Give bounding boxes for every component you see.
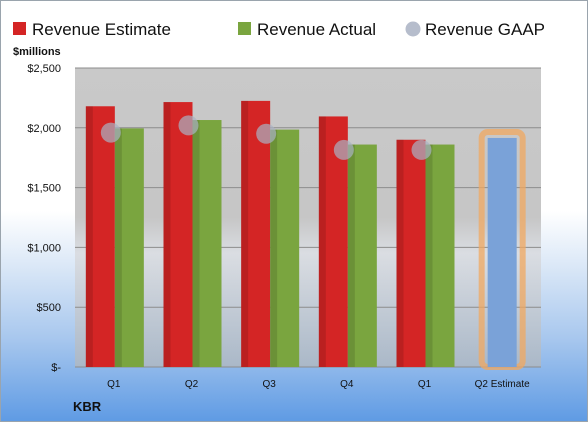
actual-bar — [192, 120, 222, 367]
company-label: KBR — [73, 399, 102, 414]
y-tick-label: $2,500 — [27, 63, 61, 75]
estimate-bar-fill — [163, 102, 193, 367]
gridlines — [75, 67, 541, 368]
gaap-marker — [100, 122, 121, 143]
legend-label: Revenue Estimate — [32, 20, 171, 39]
x-category-label: Q3 — [262, 379, 276, 390]
y-tick-label: $500 — [37, 302, 61, 314]
plot-area — [75, 68, 541, 367]
gaap-marker — [178, 115, 199, 136]
q2-estimate-bar — [487, 137, 517, 367]
estimate-bar — [163, 102, 193, 367]
y-tick-label: $- — [51, 362, 61, 374]
actual-bar-fill — [114, 128, 144, 367]
gaap-marker — [411, 139, 432, 160]
actual-bar — [270, 129, 300, 367]
estimate-bar-fill — [241, 100, 271, 367]
actual-bar-shade — [192, 120, 200, 367]
x-category-label: Q2 Estimate — [475, 379, 530, 390]
legend: Revenue Estimate Revenue Actual Revenue GA… — [13, 20, 545, 39]
y-tick-label: $1,000 — [27, 242, 61, 254]
estimate-bar-shade — [163, 102, 171, 367]
y-tick-label: $1,500 — [27, 183, 61, 195]
y-axis-unit-label: $millions — [13, 46, 61, 58]
legend-label: Revenue Actual — [257, 20, 376, 39]
actual-bar-fill — [347, 144, 377, 367]
actual-bar-shade — [347, 144, 355, 367]
estimate-bar-shade — [396, 139, 404, 367]
actual-bar — [425, 144, 455, 367]
actual-bar-shade — [425, 144, 433, 367]
gaap-marker — [333, 139, 354, 160]
estimate-bar — [396, 139, 426, 367]
estimate-bar-shade — [85, 106, 93, 367]
actual-bar-fill — [192, 120, 222, 367]
estimate-bar-shade — [318, 116, 326, 367]
actual-bar-fill — [270, 129, 300, 367]
y-tick-label: $2,000 — [27, 123, 61, 135]
estimate-bar — [85, 106, 115, 367]
actual-bar-fill — [425, 144, 455, 367]
estimate-bar-shade — [241, 100, 249, 367]
estimate-bar-fill — [396, 139, 426, 367]
x-category-label: Q1 — [107, 379, 121, 390]
legend-label: Revenue GAAP — [425, 20, 545, 39]
bars — [85, 100, 526, 370]
actual-bar-shade — [114, 128, 122, 367]
x-category-label: Q1 — [418, 379, 432, 390]
y-axis-ticks: $- $500 $1,000 $1,500 $2,000 $2,500 — [27, 63, 61, 374]
x-category-label: Q4 — [340, 379, 354, 390]
estimate-bar-fill — [85, 106, 115, 367]
actual-bar — [114, 128, 144, 367]
x-category-label: Q2 — [185, 379, 199, 390]
actual-bar — [347, 144, 377, 367]
legend-swatch — [238, 22, 251, 35]
legend-swatch — [13, 22, 26, 35]
x-axis-categories: Q1 Q2 Q3 Q4 Q1 Q2 Estimate — [107, 379, 530, 390]
gaap-marker — [256, 123, 277, 144]
actual-bar-shade — [270, 129, 278, 367]
estimate-bar — [241, 100, 271, 367]
legend-marker-gaap — [405, 21, 421, 37]
